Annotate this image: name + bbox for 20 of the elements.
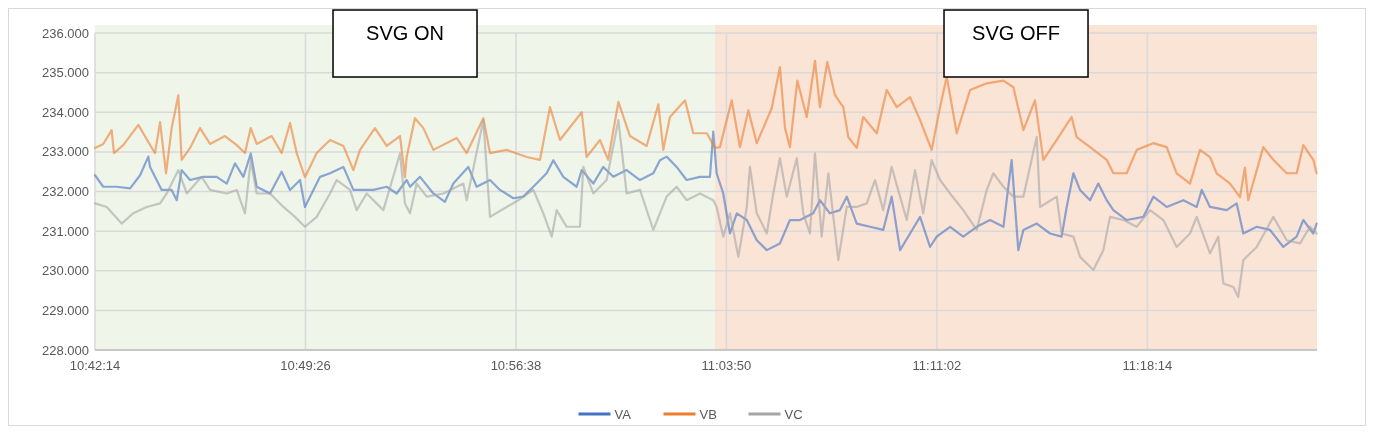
y-tick-label: 228.000 bbox=[42, 342, 89, 358]
y-tick-label: 229.000 bbox=[42, 302, 89, 318]
y-tick-label: 235.000 bbox=[42, 65, 89, 81]
y-tick-label: 230.000 bbox=[42, 263, 89, 279]
legend-label: VC bbox=[784, 406, 803, 422]
legend-label: VA bbox=[614, 406, 632, 422]
legend-label: VB bbox=[699, 406, 717, 422]
y-tick-label: 233.000 bbox=[42, 144, 89, 160]
x-tick-label: 10:42:14 bbox=[69, 358, 121, 373]
x-tick-label: 10:56:38 bbox=[490, 358, 542, 373]
y-tick-label: 231.000 bbox=[42, 223, 89, 239]
y-tick-label: 236.000 bbox=[42, 25, 89, 41]
x-tick-label: 11:18:14 bbox=[1122, 358, 1173, 373]
x-tick-label: 11:11:02 bbox=[912, 358, 962, 373]
band-label: SVG ON bbox=[366, 22, 444, 44]
x-tick-label: 10:49:26 bbox=[280, 358, 331, 373]
x-tick-label: 11:03:50 bbox=[701, 358, 752, 373]
y-tick-label: 234.000 bbox=[42, 104, 89, 120]
band-label: SVG OFF bbox=[972, 22, 1060, 44]
y-tick-label: 232.000 bbox=[42, 184, 89, 200]
